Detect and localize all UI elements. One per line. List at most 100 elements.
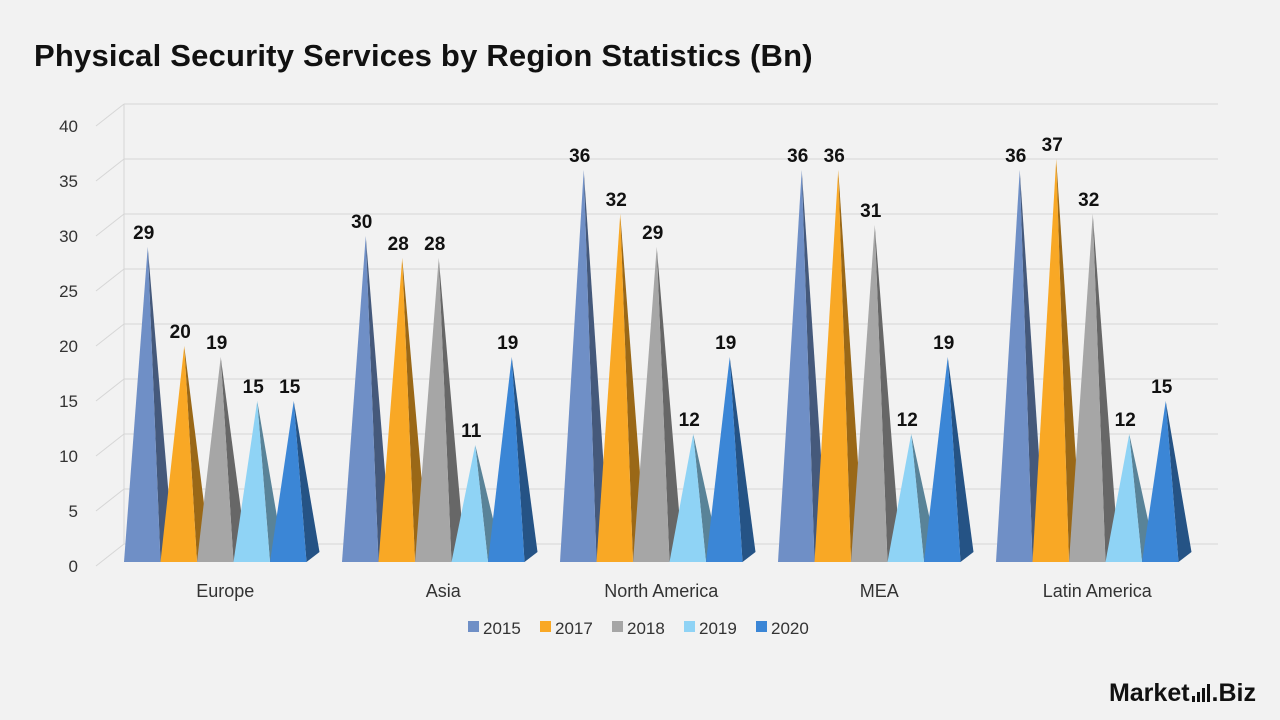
data-label: 32 bbox=[1078, 190, 1099, 211]
bar-2018-Asia bbox=[415, 258, 452, 562]
legend-label-2020: 2020 bbox=[771, 619, 809, 638]
data-label: 12 bbox=[1115, 410, 1136, 431]
y-tick-label: 40 bbox=[59, 117, 78, 136]
data-label: 31 bbox=[860, 201, 882, 222]
bar-side-2020-Asia bbox=[511, 357, 538, 562]
bar-side-2017-Latin America bbox=[1056, 159, 1082, 562]
data-label: 36 bbox=[787, 146, 808, 167]
data-label: 19 bbox=[497, 333, 518, 354]
legend-swatch-2017 bbox=[540, 621, 551, 632]
data-label: 19 bbox=[933, 333, 954, 354]
y-tick-label: 25 bbox=[59, 282, 78, 301]
data-label: 29 bbox=[642, 223, 663, 244]
bar-2019-North America bbox=[669, 434, 706, 562]
y-tick-label: 30 bbox=[59, 227, 78, 246]
bar-2020-Europe bbox=[270, 401, 307, 562]
y-axis: 0 5 10 15 20 25 30 35 40 bbox=[59, 117, 78, 576]
x-tick-label: Europe bbox=[196, 581, 254, 601]
y-tick-label: 15 bbox=[59, 392, 78, 411]
x-tick-label: Asia bbox=[426, 581, 462, 601]
data-label: 36 bbox=[1005, 146, 1026, 167]
data-label: 19 bbox=[715, 333, 736, 354]
bar-side-2015-North America bbox=[583, 170, 610, 562]
gridline-diagonal bbox=[95, 433, 125, 457]
legend-label-2017: 2017 bbox=[555, 619, 593, 638]
x-tick-label: North America bbox=[604, 581, 719, 601]
signal-bars-icon bbox=[1191, 684, 1210, 702]
bar-2020-Latin America bbox=[1142, 401, 1179, 562]
bar-side-2018-Asia bbox=[438, 258, 465, 562]
brand-logo: Market .Biz bbox=[1109, 679, 1256, 708]
data-label: 12 bbox=[897, 410, 918, 431]
legend-label-2019: 2019 bbox=[699, 619, 737, 638]
bar-2017-Europe bbox=[160, 346, 197, 562]
brand-text-market: Market bbox=[1108, 679, 1190, 707]
gridline-diagonal bbox=[95, 103, 125, 127]
legend-label-2015: 2015 bbox=[483, 619, 521, 638]
y-tick-label: 5 bbox=[69, 502, 78, 521]
bar-2018-Europe bbox=[197, 357, 234, 562]
bar-side-2017-MEA bbox=[838, 170, 864, 562]
data-label: 29 bbox=[133, 223, 154, 244]
data-label: 37 bbox=[1042, 135, 1063, 156]
legend-label-2018: 2018 bbox=[627, 619, 665, 638]
legend: 2015 2017 2018 2019 2020 bbox=[468, 619, 809, 638]
x-tick-label: MEA bbox=[860, 581, 899, 601]
bar-2019-Latin America bbox=[1105, 434, 1142, 562]
gridline-diagonal bbox=[95, 543, 125, 567]
bar-2020-North America bbox=[706, 357, 743, 562]
y-tick-label: 0 bbox=[69, 557, 78, 576]
data-label: 15 bbox=[243, 377, 265, 398]
legend-swatch-2019 bbox=[684, 621, 695, 632]
gridline-diagonal bbox=[95, 268, 125, 292]
bar-2020-Asia bbox=[488, 357, 525, 562]
data-label: 15 bbox=[279, 377, 301, 398]
bar-2019-Europe bbox=[233, 401, 270, 562]
bar-2015-North America bbox=[560, 170, 597, 562]
bar-2015-Latin America bbox=[996, 170, 1033, 562]
data-label: 15 bbox=[1151, 377, 1173, 398]
bar-side-2015-Europe bbox=[147, 247, 174, 562]
gridline-diagonal bbox=[95, 158, 125, 182]
data-label: 28 bbox=[388, 234, 409, 255]
bar-2019-MEA bbox=[887, 434, 924, 562]
bar-side-2020-North America bbox=[729, 357, 756, 562]
bar-2020-MEA bbox=[924, 357, 961, 562]
y-tick-label: 10 bbox=[59, 447, 78, 466]
bar-2015-MEA bbox=[778, 170, 815, 562]
y-tick-label: 35 bbox=[59, 172, 78, 191]
data-label: 32 bbox=[606, 190, 627, 211]
data-label: 36 bbox=[824, 146, 845, 167]
bar-2017-Latin America bbox=[1032, 159, 1069, 562]
gridline-diagonal bbox=[95, 213, 125, 237]
bar-2018-MEA bbox=[851, 225, 888, 562]
bar-side-2018-Europe bbox=[220, 357, 247, 562]
bar-2019-Asia bbox=[451, 445, 488, 562]
bar-2015-Asia bbox=[342, 236, 379, 562]
gridline-diagonal bbox=[95, 323, 125, 347]
data-label: 11 bbox=[461, 421, 482, 442]
x-axis: Europe Asia North America MEA Latin America bbox=[196, 581, 1153, 601]
bar-side-2018-Latin America bbox=[1092, 214, 1119, 562]
data-label: 36 bbox=[569, 146, 590, 167]
data-labels: 29 20 19 15 15 30 28 28 11 19 36 32 29 12 19 36 36 31 12 19… bbox=[133, 135, 1173, 442]
data-label: 30 bbox=[351, 212, 372, 233]
data-label: 19 bbox=[206, 333, 227, 354]
bar-2018-Latin America bbox=[1069, 214, 1106, 562]
bar-side-2020-Europe bbox=[293, 401, 320, 562]
bar-2017-MEA bbox=[814, 170, 851, 562]
legend-swatch-2015 bbox=[468, 621, 479, 632]
bar-2015-Europe bbox=[124, 247, 161, 562]
gridline-diagonal bbox=[95, 378, 125, 402]
legend-swatch-2018 bbox=[612, 621, 623, 632]
brand-text-biz: .Biz bbox=[1211, 679, 1256, 707]
bar-side-2020-MEA bbox=[947, 357, 974, 562]
x-tick-label: Latin America bbox=[1043, 581, 1153, 601]
bar-2017-North America bbox=[596, 214, 633, 562]
data-label: 20 bbox=[170, 322, 191, 343]
data-label: 28 bbox=[424, 234, 445, 255]
bar-side-2020-Latin America bbox=[1165, 401, 1192, 562]
y-tick-label: 20 bbox=[59, 337, 78, 356]
data-label: 12 bbox=[679, 410, 700, 431]
